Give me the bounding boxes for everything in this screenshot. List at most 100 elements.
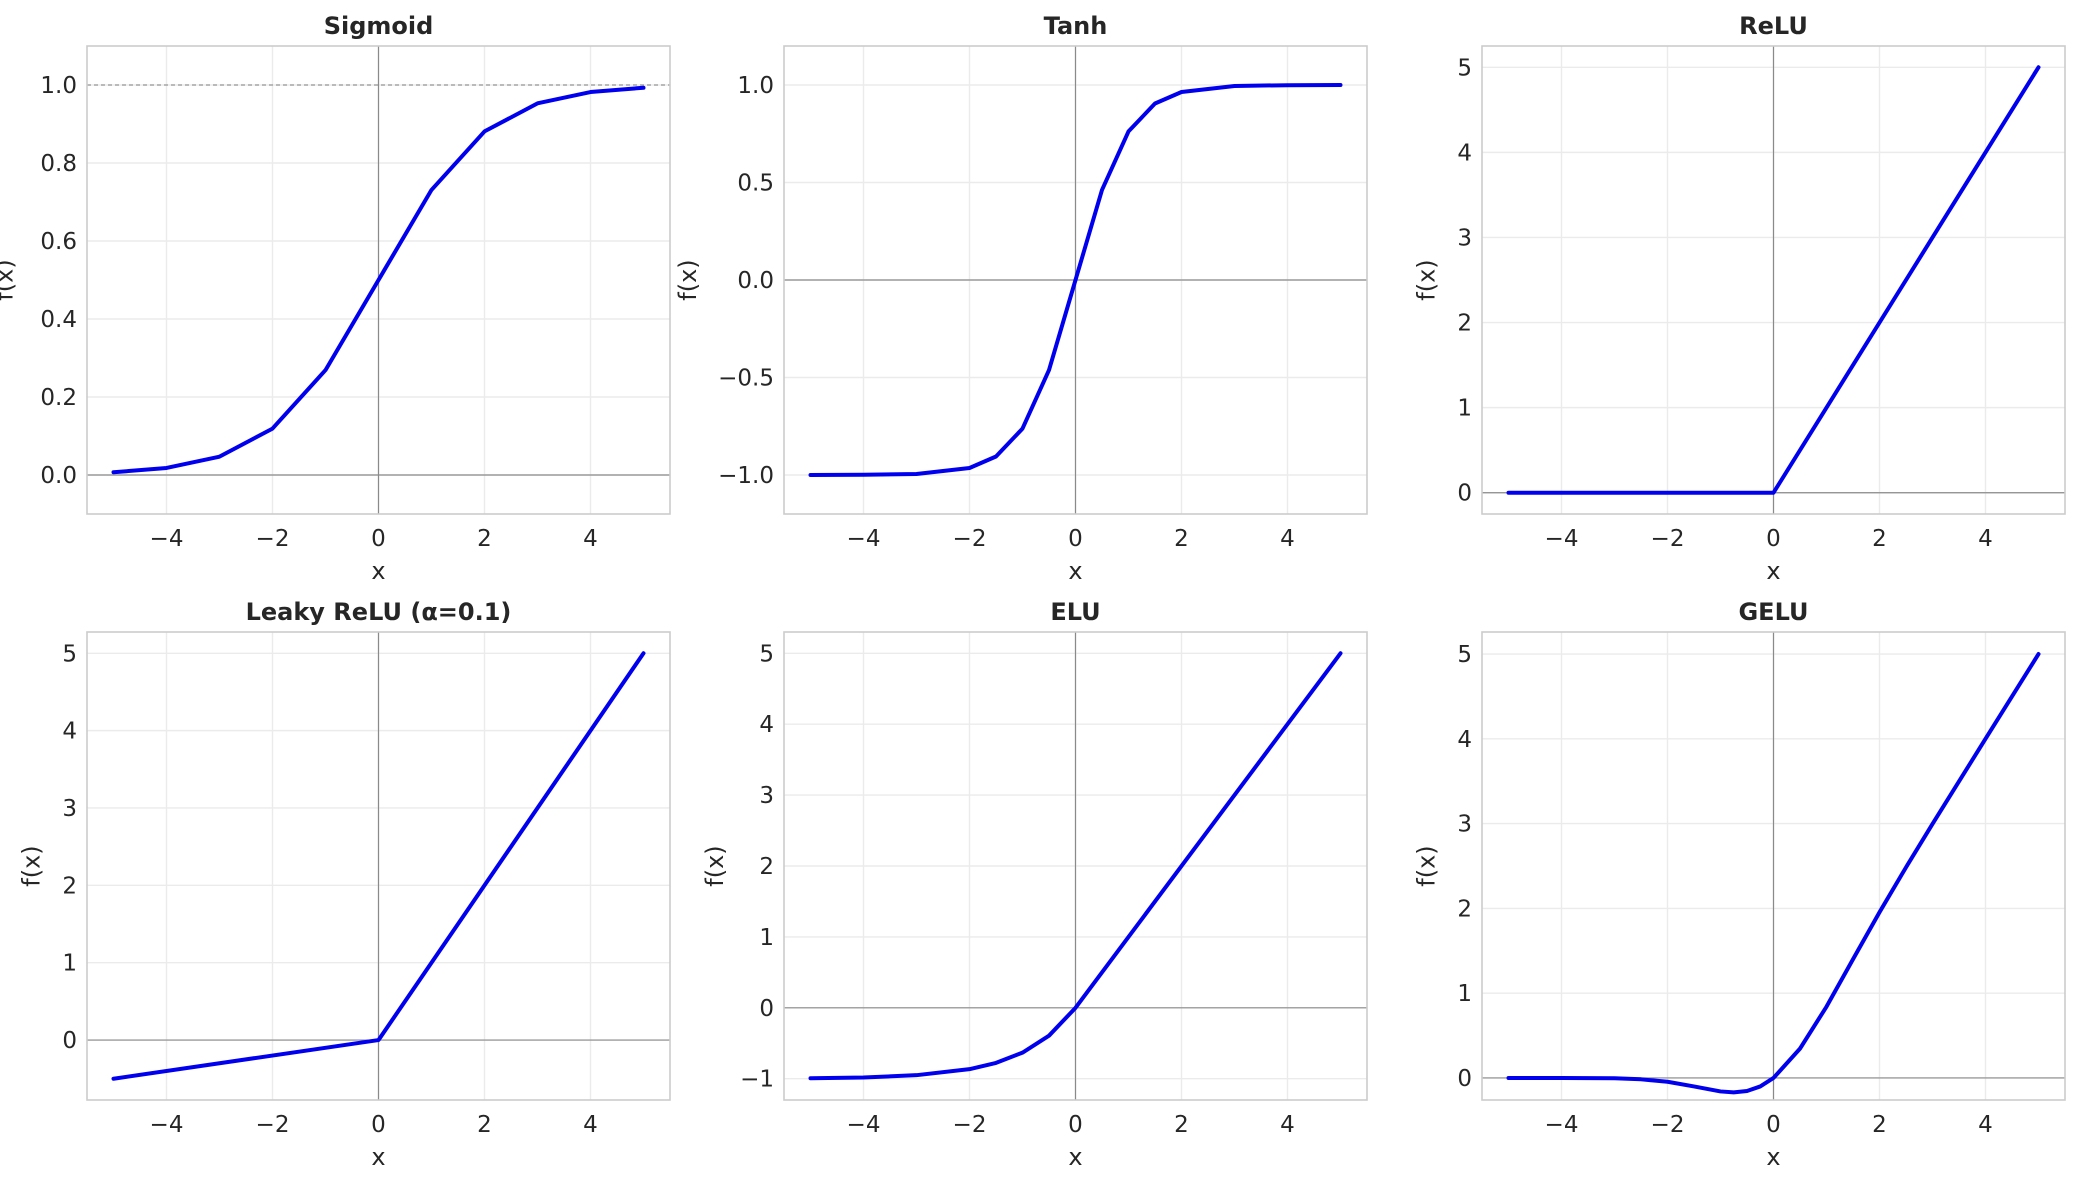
y-tick-label: 1 <box>1457 981 1472 1007</box>
x-tick-label: 4 <box>1978 526 1993 552</box>
x-tick-label: 0 <box>1068 526 1083 552</box>
y-tick-label: 1 <box>62 951 77 977</box>
y-tick-label: 0.2 <box>40 385 77 411</box>
chart-title: Leaky ReLU (α=0.1) <box>246 598 512 626</box>
series-line <box>111 651 646 1081</box>
chart-panel-5: −4 −2 0 2 4 0 1 2 3 4 5 GELU x f(x) <box>1413 598 2066 1171</box>
y-tick-label: 0.6 <box>40 229 77 255</box>
x-axis-label: x <box>1068 1143 1082 1171</box>
y-tick-label: 1 <box>1457 396 1472 422</box>
chart-title: Tanh <box>1044 12 1108 40</box>
y-axis-label: f(x) <box>1413 259 1441 300</box>
y-axis-label: f(x) <box>674 259 702 300</box>
y-axis-label: f(x) <box>701 845 729 886</box>
x-axis-label: x <box>1766 557 1780 585</box>
x-tick-label: −4 <box>847 1112 881 1138</box>
x-axis-label: x <box>371 557 385 585</box>
y-tick-label: 0.4 <box>40 307 77 333</box>
y-tick-label: 4 <box>1457 140 1472 166</box>
y-tick-label: −1 <box>740 1067 774 1093</box>
x-tick-label: −4 <box>150 526 184 552</box>
x-tick-label: 0 <box>1766 1112 1781 1138</box>
y-tick-label: 0.0 <box>40 463 77 489</box>
x-tick-label: 0 <box>371 526 386 552</box>
series-line <box>111 85 646 475</box>
y-tick-label: 0 <box>1457 1066 1472 1092</box>
x-axis-label: x <box>1068 557 1082 585</box>
x-tick-label: 4 <box>1280 526 1295 552</box>
x-tick-label: −2 <box>953 1112 987 1138</box>
x-tick-label: −4 <box>847 526 881 552</box>
chart-title: GELU <box>1738 598 1808 626</box>
x-tick-label: 2 <box>477 526 492 552</box>
y-tick-label: 4 <box>759 712 774 738</box>
x-tick-label: −2 <box>256 526 290 552</box>
series-line <box>1506 652 2041 1095</box>
y-tick-label: 5 <box>1457 642 1472 668</box>
x-tick-label: 4 <box>1280 1112 1295 1138</box>
y-tick-label: 0 <box>62 1028 77 1054</box>
y-tick-label: 1.0 <box>737 73 774 99</box>
y-tick-label: 2 <box>1457 896 1472 922</box>
y-tick-label: 2 <box>1457 311 1472 337</box>
y-tick-label: 0 <box>759 996 774 1022</box>
y-tick-label: 5 <box>62 641 77 667</box>
y-tick-label: 3 <box>759 783 774 809</box>
x-tick-label: 4 <box>583 526 598 552</box>
y-axis-label: f(x) <box>0 259 19 300</box>
y-tick-label: 5 <box>759 641 774 667</box>
chart-panel-0: −4 −2 0 2 4 0.0 0.2 0.4 0.6 0.8 1.0 Sigmoid x f(x) <box>0 12 671 585</box>
x-tick-label: 2 <box>1872 1112 1887 1138</box>
x-tick-label: 2 <box>1872 526 1887 552</box>
chart-title: ReLU <box>1739 12 1808 40</box>
y-tick-label: 4 <box>62 719 77 745</box>
x-tick-label: −2 <box>1651 526 1685 552</box>
y-tick-label: −1.0 <box>718 463 774 489</box>
y-tick-label: 5 <box>1457 55 1472 81</box>
x-tick-label: 4 <box>583 1112 598 1138</box>
y-tick-label: 0.0 <box>737 268 774 294</box>
y-tick-label: 0.8 <box>40 151 77 177</box>
y-tick-label: 0 <box>1457 481 1472 507</box>
y-axis-label: f(x) <box>18 845 46 886</box>
x-tick-label: 0 <box>371 1112 386 1138</box>
chart-panel-4: −4 −2 0 2 4 −1 0 1 2 3 4 5 ELU x f(x) <box>701 598 1368 1171</box>
x-tick-label: −2 <box>256 1112 290 1138</box>
series-line <box>808 83 1343 477</box>
plot-frame <box>86 631 671 1101</box>
y-tick-label: 1.0 <box>40 73 77 99</box>
chart-panel-3: −4 −2 0 2 4 0 1 2 3 4 5 Leaky ReLU (α=0.1) x f(x) <box>18 598 671 1171</box>
x-axis-label: x <box>371 1143 385 1171</box>
y-tick-label: 0.5 <box>737 171 774 197</box>
chart-panel-2: −4 −2 0 2 4 0 1 2 3 4 5 ReLU x f(x) <box>1413 12 2066 585</box>
x-axis-label: x <box>1766 1143 1780 1171</box>
chart-panel-1: −4 −2 0 2 4 −1.0 −0.5 0.0 0.5 1.0 Tanh x f(x) <box>674 12 1368 585</box>
y-tick-label: 4 <box>1457 727 1472 753</box>
x-tick-label: 2 <box>1174 526 1189 552</box>
y-tick-label: −0.5 <box>718 366 774 392</box>
x-tick-label: 2 <box>1174 1112 1189 1138</box>
y-axis-label: f(x) <box>1413 845 1441 886</box>
x-tick-label: 4 <box>1978 1112 1993 1138</box>
plot-frame <box>783 631 1368 1101</box>
x-tick-label: −4 <box>1545 526 1579 552</box>
chart-title: Sigmoid <box>324 12 434 40</box>
plot-frame <box>783 45 1368 515</box>
y-tick-label: 1 <box>759 925 774 951</box>
y-tick-label: 3 <box>1457 225 1472 251</box>
y-tick-label: 2 <box>759 854 774 880</box>
y-tick-label: 2 <box>62 873 77 899</box>
chart-title: ELU <box>1050 598 1100 626</box>
x-tick-label: −4 <box>150 1112 184 1138</box>
y-tick-label: 3 <box>1457 812 1472 838</box>
plot-frame <box>1481 45 2066 515</box>
x-tick-label: 0 <box>1766 526 1781 552</box>
x-tick-label: 0 <box>1068 1112 1083 1138</box>
series-line <box>808 651 1343 1081</box>
x-tick-label: −2 <box>1651 1112 1685 1138</box>
plot-frame <box>86 45 671 515</box>
plot-frame <box>1481 631 2066 1101</box>
y-tick-label: 3 <box>62 796 77 822</box>
x-tick-label: −2 <box>953 526 987 552</box>
x-tick-label: 2 <box>477 1112 492 1138</box>
